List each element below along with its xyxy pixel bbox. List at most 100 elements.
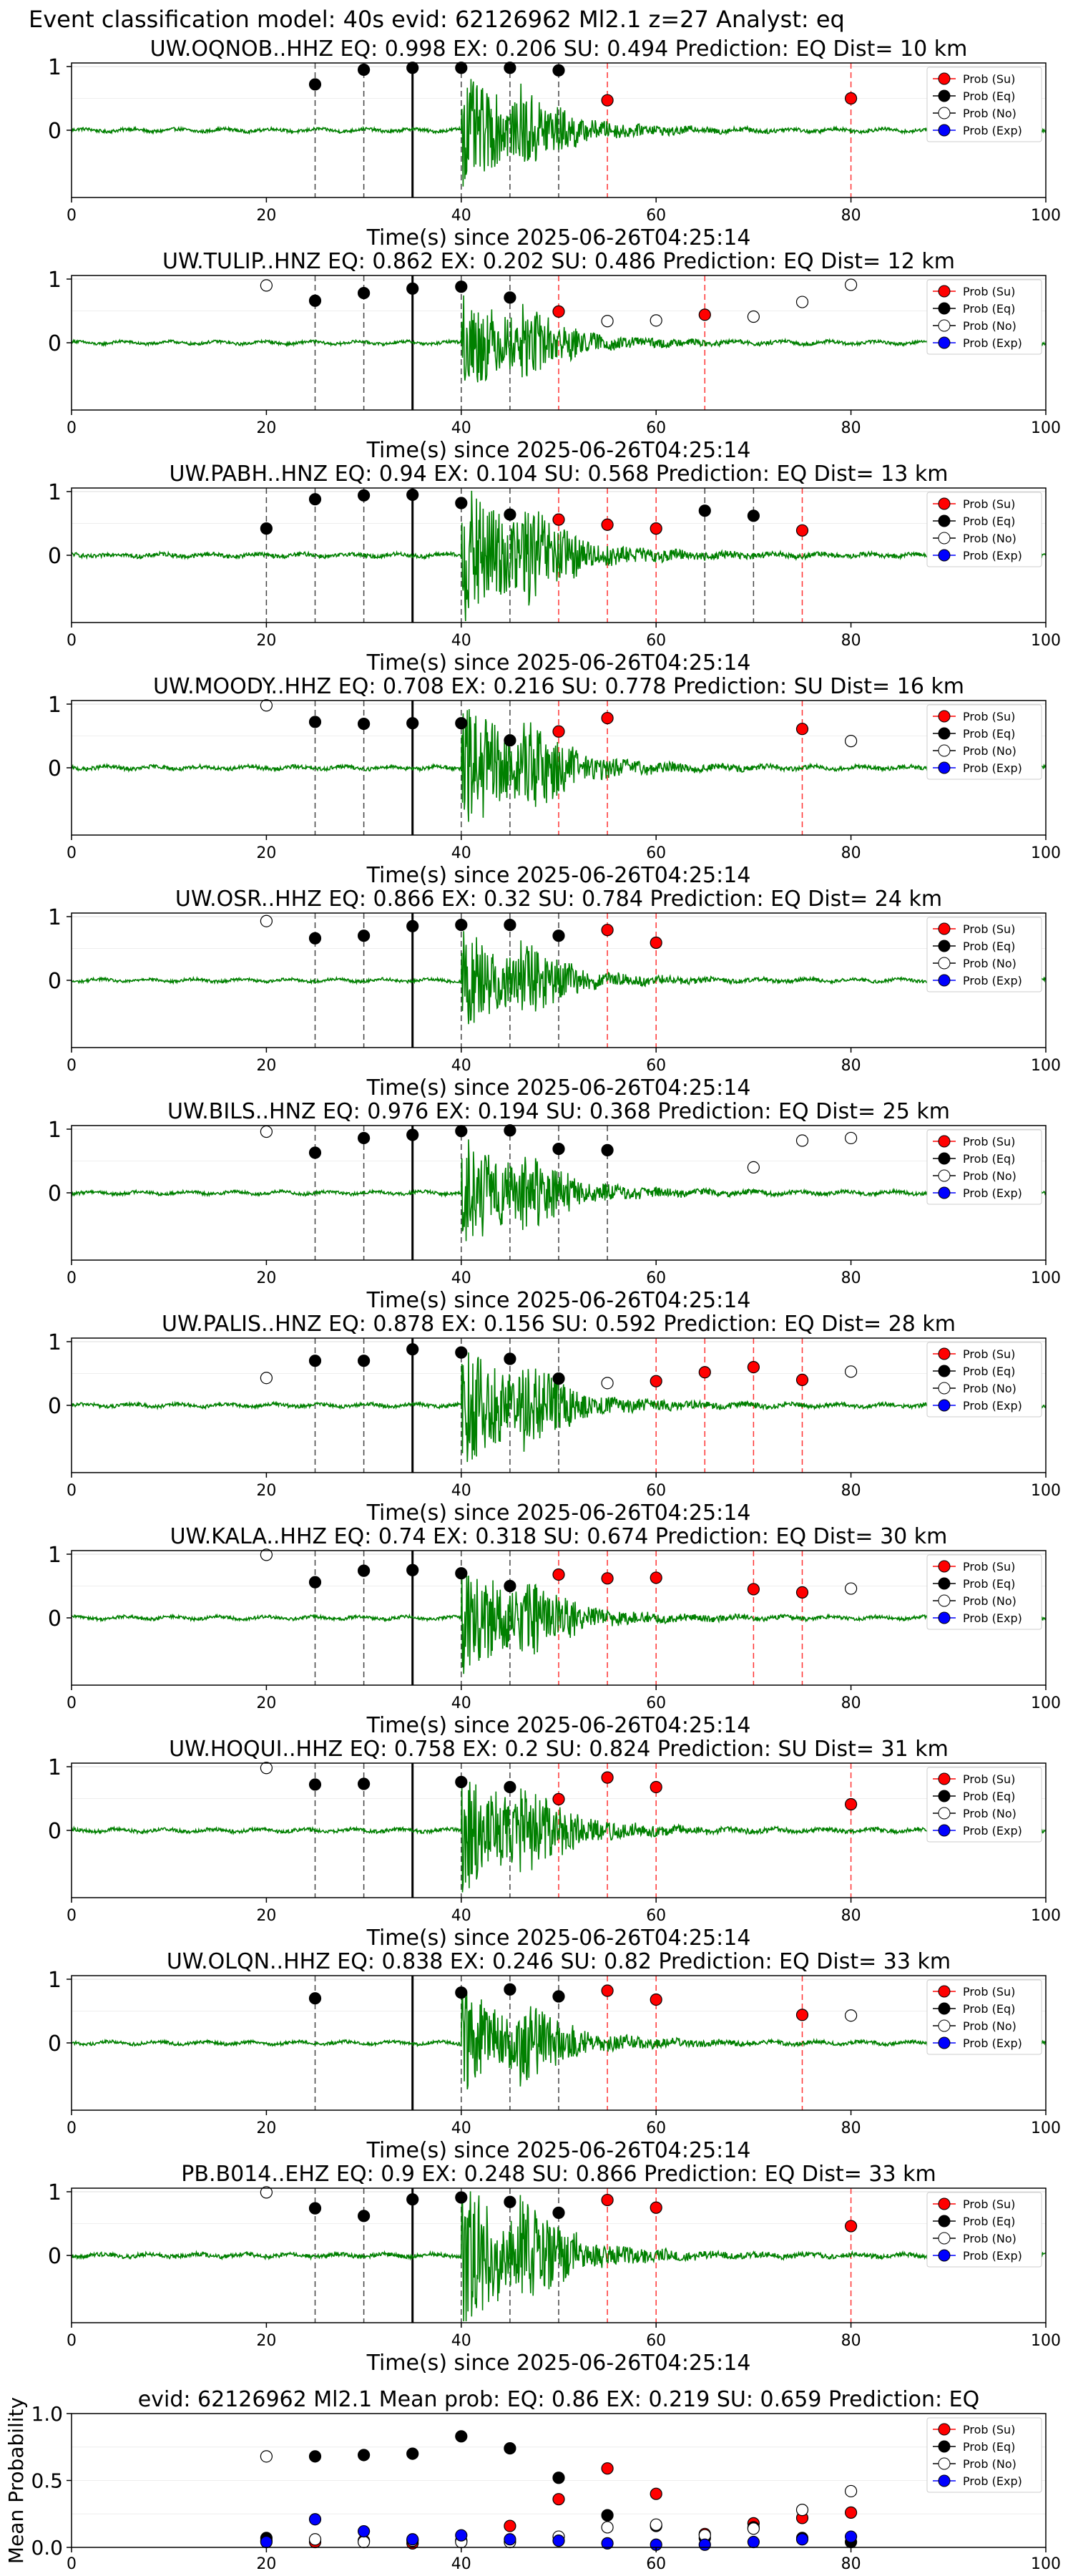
panel-10-legend-label-eq: Prob (Eq) — [963, 2215, 1015, 2228]
panel-1-prob-no-point — [601, 315, 614, 328]
summary-prob-no-point — [795, 2504, 809, 2517]
panel-10-xtick-label: 60 — [646, 2332, 666, 2350]
panel-7-legend-label-no: Prob (No) — [963, 1594, 1016, 1608]
panel-8-legend-marker-exp — [938, 1824, 951, 1837]
panel-2-prob-su-point — [601, 518, 614, 531]
panel-2-legend-marker-su — [938, 497, 951, 510]
summary-prob-su-point — [552, 2493, 565, 2506]
panel-5-legend-box — [926, 1129, 1042, 1205]
panel-3-legend-label-eq: Prob (Eq) — [963, 727, 1015, 741]
panel-4-legend-marker-eq — [938, 940, 951, 952]
panel-3-ytick-label: 1 — [48, 693, 62, 718]
panel-9-xtick-label: 60 — [646, 2119, 666, 2137]
panel-3-xtick-label: 80 — [841, 844, 861, 862]
panel-3-legend-label-su: Prob (Su) — [963, 710, 1015, 723]
panel-2-legend-label-su: Prob (Su) — [963, 497, 1015, 511]
panel-6-prob-no-point — [260, 1372, 273, 1385]
panel-10-legend-marker-su — [938, 2197, 951, 2210]
panel-9-prob-su-point — [601, 1984, 614, 1997]
panel-1-legend-marker-eq — [938, 302, 951, 315]
panel-10-prob-su-point — [844, 2220, 858, 2233]
panel-8-prob-su-point — [552, 1792, 565, 1805]
panel-4-xtick-label: 60 — [646, 1057, 666, 1075]
panel-3-title: UW.MOODY..HHZ EQ: 0.708 EX: 0.216 SU: 0.… — [153, 674, 964, 699]
summary-legend-marker-exp — [938, 2474, 951, 2487]
panel-0-legend-label-eq: Prob (Eq) — [963, 89, 1015, 103]
panel-3-legend-marker-exp — [938, 761, 951, 774]
summary-prob-su-point — [844, 2506, 858, 2519]
panel-4-legend-label-eq: Prob (Eq) — [963, 940, 1015, 953]
summary-prob-eq-point — [552, 2472, 565, 2484]
summary-legend-marker-no — [938, 2457, 951, 2470]
panel-2-legend-marker-exp — [938, 549, 951, 562]
summary-legend-label-eq: Prob (Eq) — [963, 2440, 1015, 2454]
panel-1-legend-label-no: Prob (No) — [963, 319, 1016, 333]
panel-0-legend-marker-no — [938, 107, 951, 119]
panel-5-legend-marker-eq — [938, 1152, 951, 1165]
panel-2-prob-eq-point — [747, 509, 760, 522]
panel-2-legend-label-eq: Prob (Eq) — [963, 514, 1015, 528]
panel-7-prob-su-point — [601, 1572, 614, 1585]
panel-2-waveform — [72, 490, 1047, 622]
summary-legend-box — [926, 2417, 1042, 2493]
summary-prob-eq-point — [308, 2450, 322, 2463]
panel-2-xtick-label: 0 — [67, 632, 77, 650]
panel-5: UW.BILS..HNZ EQ: 0.976 EX: 0.194 SU: 0.3… — [48, 1099, 1061, 1313]
panel-0-xtick-label: 60 — [646, 207, 666, 225]
summary-prob-exp-point — [844, 2530, 858, 2543]
panel-4-xtick-label: 80 — [841, 1057, 861, 1075]
summary-legend-label-su: Prob (Su) — [963, 2423, 1015, 2436]
panel-3-prob-eq-point — [455, 717, 468, 730]
panel-10-prob-eq-point — [552, 2206, 565, 2219]
panel-1-title: UW.TULIP..HNZ EQ: 0.862 EX: 0.202 SU: 0.… — [162, 249, 955, 274]
panel-1-prob-su-point — [552, 305, 565, 318]
summary-prob-no-point — [601, 2521, 614, 2534]
panel-10-prob-eq-point — [504, 2195, 516, 2208]
panel-1-xtick-label: 80 — [841, 419, 861, 437]
panel-2-prob-eq-point — [698, 504, 711, 517]
panel-7-prob-eq-point — [504, 1579, 516, 1593]
panel-3-xlabel: Time(s) since 2025-06-26T04:25:14 — [366, 863, 751, 888]
panel-7-legend-marker-exp — [938, 1611, 951, 1624]
summary-prob-exp-point — [698, 2538, 711, 2551]
panel-6-prob-su-point — [698, 1366, 711, 1379]
panel-3-xtick-label: 20 — [256, 844, 276, 862]
panel-5-prob-eq-point — [552, 1142, 565, 1156]
panel-5-xtick-label: 40 — [451, 1269, 471, 1287]
summary-prob-eq-point — [601, 2509, 614, 2522]
panel-0-prob-eq-point — [308, 78, 322, 91]
panel-3-legend-marker-eq — [938, 727, 951, 740]
panel-8-prob-su-point — [844, 1797, 858, 1811]
panel-1-xtick-label: 20 — [256, 419, 276, 437]
panel-8-waveform — [71, 1782, 1047, 1893]
panel-4-xlabel: Time(s) since 2025-06-26T04:25:14 — [366, 1075, 751, 1101]
panel-9-xtick-label: 20 — [256, 2119, 276, 2137]
panel-1-legend-box — [926, 279, 1042, 355]
panel-4-prob-eq-point — [504, 918, 516, 932]
panel-6-xtick-label: 40 — [451, 1482, 471, 1500]
panel-1-ytick-label: 1 — [48, 268, 62, 293]
summary-ytick-label: 1.0 — [31, 2402, 63, 2426]
panel-7-legend-label-eq: Prob (Eq) — [963, 1577, 1015, 1591]
panel-8-legend-box — [926, 1767, 1042, 1843]
panel-9-legend-box — [926, 1979, 1042, 2055]
panel-7-prob-eq-point — [455, 1567, 468, 1580]
panel-6-xtick-label: 100 — [1031, 1482, 1061, 1500]
panel-0-prob-eq-point — [358, 63, 371, 77]
panel-2-xtick-label: 100 — [1031, 632, 1061, 650]
panel-5-prob-eq-point — [601, 1143, 614, 1156]
panel-8-legend-label-eq: Prob (Eq) — [963, 1790, 1015, 1803]
panel-6-prob-su-point — [747, 1360, 760, 1374]
panel-6-prob-su-point — [795, 1373, 809, 1387]
panel-6-legend-label-exp: Prob (Exp) — [963, 1399, 1022, 1413]
panel-1-legend-marker-exp — [938, 336, 951, 349]
panel-5-legend-label-exp: Prob (Exp) — [963, 1186, 1022, 1200]
panel-2-prob-su-point — [795, 524, 809, 537]
panel-2: UW.PABH..HNZ EQ: 0.94 EX: 0.104 SU: 0.56… — [48, 462, 1061, 675]
panel-9: UW.OLQN..HHZ EQ: 0.838 EX: 0.246 SU: 0.8… — [48, 1949, 1061, 2163]
panel-10-ytick-label: 1 — [48, 2180, 62, 2205]
panel-1-xtick-label: 40 — [451, 419, 471, 437]
panel-4-prob-eq-point — [358, 930, 371, 942]
summary-xtick-label: 80 — [841, 2555, 861, 2573]
panel-6-title: UW.PALIS..HNZ EQ: 0.878 EX: 0.156 SU: 0.… — [162, 1312, 956, 1337]
